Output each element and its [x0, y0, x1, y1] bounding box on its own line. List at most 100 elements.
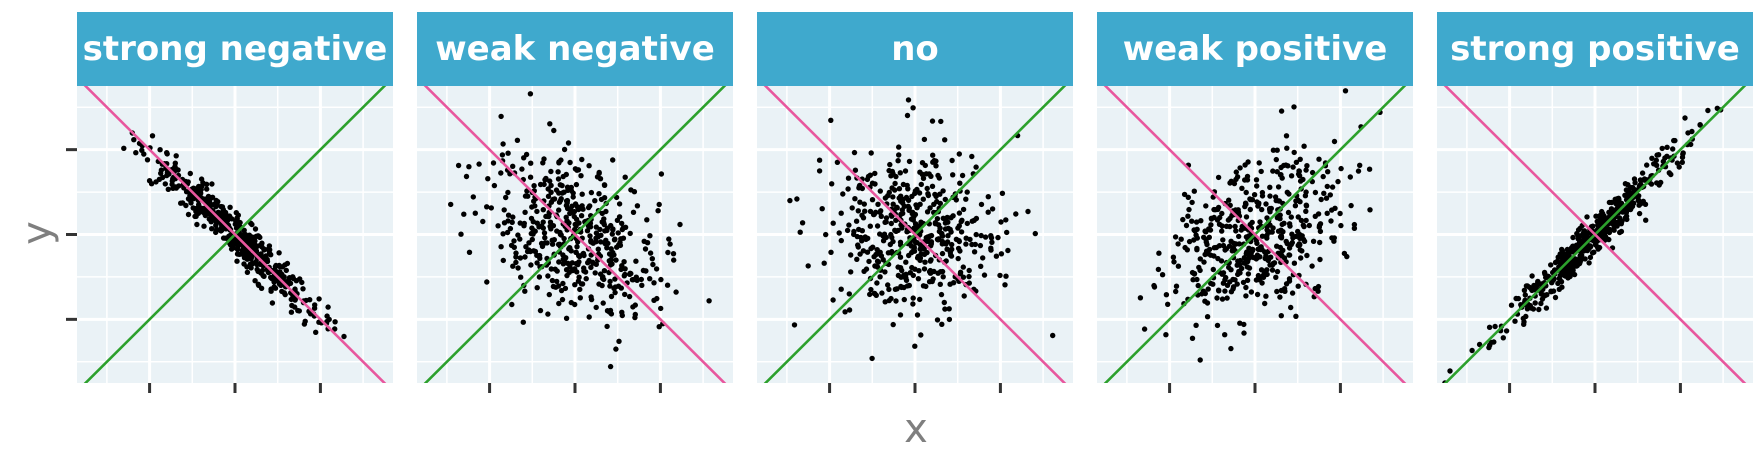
data-point	[1295, 228, 1301, 235]
data-point	[995, 234, 1001, 241]
data-point	[882, 195, 889, 201]
data-point	[165, 186, 171, 192]
data-point	[903, 194, 910, 201]
data-point	[272, 285, 279, 291]
data-point	[1254, 240, 1260, 246]
data-point	[526, 240, 532, 246]
data-point	[480, 218, 486, 225]
data-point	[920, 283, 927, 289]
data-point	[626, 293, 633, 300]
data-point	[162, 181, 168, 187]
data-point	[955, 255, 961, 262]
data-point	[667, 241, 673, 247]
data-point	[906, 282, 912, 289]
data-point	[548, 168, 554, 175]
data-point	[607, 278, 613, 285]
data-point	[517, 255, 524, 261]
data-point	[658, 276, 664, 283]
data-point	[569, 203, 575, 209]
data-point	[1204, 241, 1210, 248]
data-point	[890, 201, 896, 207]
data-point	[1649, 155, 1655, 161]
data-point	[828, 117, 834, 124]
data-point	[1310, 238, 1317, 244]
data-point	[601, 268, 608, 274]
data-point	[823, 231, 829, 238]
data-point	[861, 201, 867, 207]
data-point	[872, 181, 878, 187]
data-point	[653, 266, 660, 272]
data-point	[215, 209, 221, 215]
data-point	[532, 248, 539, 255]
data-point	[229, 216, 235, 222]
data-point	[966, 280, 972, 286]
data-point	[1636, 210, 1643, 217]
data-point	[271, 279, 277, 285]
data-point	[1267, 193, 1273, 199]
data-point	[1278, 108, 1285, 114]
data-point	[604, 308, 611, 314]
data-point	[654, 295, 660, 302]
data-point	[1299, 233, 1305, 239]
data-point	[894, 204, 900, 210]
data-point	[870, 211, 877, 218]
data-point	[1215, 255, 1221, 262]
data-point	[249, 243, 256, 250]
data-point	[1714, 105, 1721, 112]
data-point	[953, 236, 960, 242]
data-point	[889, 168, 895, 175]
data-point	[554, 228, 560, 234]
data-point	[1025, 208, 1031, 215]
data-point	[1589, 250, 1596, 256]
data-point	[1243, 284, 1249, 291]
data-point	[253, 259, 259, 265]
data-point	[1251, 192, 1258, 198]
data-point	[1256, 160, 1262, 166]
data-point	[1050, 332, 1056, 339]
data-point	[185, 211, 192, 218]
data-point	[1293, 198, 1299, 204]
data-point	[234, 258, 240, 264]
data-point	[898, 193, 904, 199]
data-point	[1544, 292, 1550, 298]
data-point	[1262, 255, 1268, 262]
data-point	[941, 299, 947, 306]
data-point	[587, 233, 593, 239]
data-point	[1194, 245, 1200, 252]
data-point	[534, 208, 540, 215]
data-point	[1137, 295, 1144, 301]
data-point	[234, 246, 241, 253]
data-point	[787, 197, 793, 204]
data-point	[1521, 287, 1528, 293]
data-point	[586, 314, 592, 320]
data-point	[1253, 177, 1260, 183]
data-point	[541, 230, 548, 236]
data-point	[1198, 218, 1204, 224]
data-point	[1643, 217, 1649, 223]
data-point	[588, 264, 594, 271]
data-point	[1331, 138, 1338, 145]
negative-reference-line	[1103, 86, 1407, 383]
data-point	[1292, 203, 1299, 209]
data-point	[1203, 248, 1210, 254]
data-point	[220, 206, 226, 213]
data-point	[503, 194, 509, 201]
data-point	[458, 231, 464, 237]
data-point	[511, 244, 517, 250]
data-point	[1668, 171, 1674, 178]
data-point	[1303, 202, 1310, 208]
data-point	[536, 274, 543, 280]
data-point	[638, 276, 644, 283]
data-point	[647, 233, 653, 239]
data-point	[622, 266, 628, 272]
data-point	[612, 289, 618, 296]
data-point	[1225, 217, 1232, 223]
data-point	[816, 157, 823, 163]
data-point	[223, 216, 229, 222]
data-point	[572, 282, 578, 288]
data-point	[882, 299, 888, 305]
data-point	[1599, 214, 1605, 221]
data-point	[1185, 213, 1191, 219]
data-point	[607, 283, 613, 289]
data-point	[300, 286, 306, 292]
